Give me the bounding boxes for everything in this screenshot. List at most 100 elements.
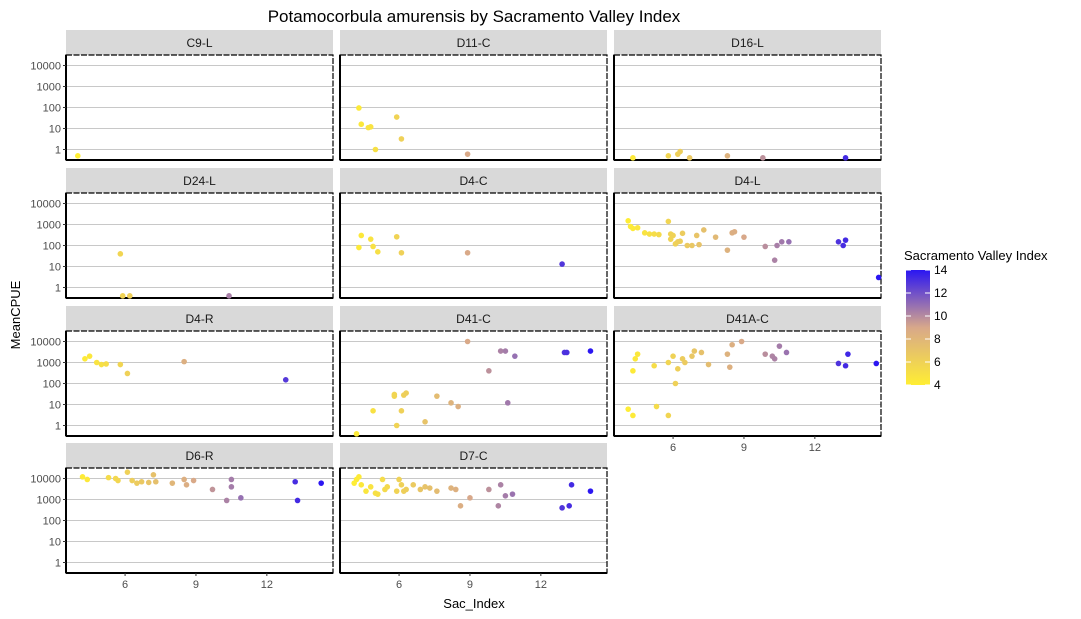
data-point (665, 218, 672, 225)
x-tick-label: 12 (809, 442, 821, 454)
data-point (686, 155, 693, 161)
data-point (367, 124, 374, 130)
data-point (124, 370, 131, 377)
data-point (282, 377, 289, 383)
data-point (464, 151, 471, 157)
x-tick-label: 9 (741, 442, 747, 454)
data-point (665, 412, 672, 419)
data-point (393, 422, 400, 429)
data-point (679, 230, 686, 237)
color-legend: Sacramento Valley Index 4 6 8 10 12 14 (904, 248, 1048, 392)
facet-D4-R: D4-R 1 10 100 1000 10000 (30, 306, 334, 437)
data-point (318, 480, 324, 486)
data-point (448, 400, 454, 406)
legend-tick-label: 14 (934, 263, 948, 277)
data-point (873, 360, 880, 367)
y-tick-label: 1000 (37, 358, 61, 370)
data-point (682, 359, 688, 366)
data-point (677, 148, 683, 155)
data-point (625, 406, 631, 412)
y-tick-label: 1 (55, 145, 61, 157)
y-tick-label: 10000 (30, 474, 61, 486)
data-point (372, 146, 379, 153)
data-point (646, 231, 653, 237)
chart-title: Potamocorbula amurensis by Sacramento Va… (268, 7, 681, 26)
data-point (842, 362, 849, 369)
data-point (502, 493, 509, 499)
facet-strip (66, 30, 333, 55)
data-point (119, 293, 126, 299)
data-point (691, 348, 698, 354)
y-tick-label: 10000 (30, 199, 61, 211)
data-point (150, 472, 157, 478)
data-point (842, 237, 849, 243)
data-point (634, 224, 641, 231)
data-point (698, 349, 705, 356)
data-point (129, 477, 135, 484)
data-point (353, 431, 360, 437)
facet-panels: C9-L 1 10 100 1000 10000 D11-C D16-L D24-L 1 10 100… (30, 30, 882, 591)
data-point (774, 242, 780, 249)
facet-D41-C: D41-C (339, 306, 608, 437)
data-point (509, 491, 516, 497)
facet-strip (340, 306, 607, 331)
data-point (467, 495, 473, 501)
data-point (393, 233, 400, 240)
data-point (117, 251, 124, 257)
x-tick-label: 9 (467, 579, 473, 591)
data-point (84, 476, 91, 483)
data-point (630, 155, 636, 161)
data-point (632, 356, 639, 362)
y-tick-label: 10 (49, 400, 61, 412)
x-tick-label: 12 (261, 579, 273, 591)
x-tick-label: 6 (670, 442, 676, 454)
data-point (82, 356, 88, 362)
x-tick-label: 6 (122, 579, 128, 591)
data-point (103, 361, 109, 367)
y-axis-title: MeanCPUE (8, 280, 23, 349)
y-tick-label: 1 (55, 283, 61, 295)
data-point (731, 228, 738, 235)
facet-strip (340, 168, 607, 193)
data-point (504, 400, 511, 406)
facet-strip (340, 443, 607, 468)
data-point (86, 353, 93, 359)
data-point (379, 476, 386, 483)
facet-strip-label: D6-R (185, 449, 213, 463)
facet-strip (66, 443, 333, 468)
legend-tick-label: 8 (934, 332, 941, 346)
y-tick-label: 1 (55, 421, 61, 433)
data-point (117, 361, 124, 368)
data-point (672, 380, 679, 387)
data-point (391, 393, 398, 399)
data-point (79, 474, 86, 480)
data-point (641, 230, 648, 236)
data-point (724, 153, 731, 159)
data-point (840, 242, 846, 249)
facet-D24-L: D24-L 1 10 100 1000 10000 (30, 168, 334, 299)
data-point (497, 348, 504, 354)
legend-colorbar (906, 270, 930, 385)
data-point (183, 482, 190, 488)
facet-strip-label: D7-C (459, 449, 487, 463)
facet-strip-label: C9-L (186, 36, 212, 50)
data-point (724, 351, 731, 357)
data-point (398, 408, 405, 414)
data-point (630, 412, 636, 419)
data-point (559, 261, 565, 267)
facet-strip-label: D11-C (457, 36, 491, 50)
data-point (134, 480, 140, 486)
data-point (294, 497, 301, 504)
data-point (457, 503, 464, 509)
data-point (486, 486, 492, 493)
facet-D6-R: D6-R 1 10 100 1000 10000 6 9 12 (30, 443, 334, 591)
data-point (778, 239, 785, 245)
x-axis-title: Sac_Index (443, 596, 505, 611)
y-tick-label: 100 (43, 516, 61, 528)
data-point (367, 236, 374, 242)
data-point (875, 274, 882, 281)
data-point (786, 239, 792, 245)
y-tick-label: 1000 (37, 495, 61, 507)
facet-strip (614, 168, 881, 193)
y-tick-label: 1000 (37, 220, 61, 232)
